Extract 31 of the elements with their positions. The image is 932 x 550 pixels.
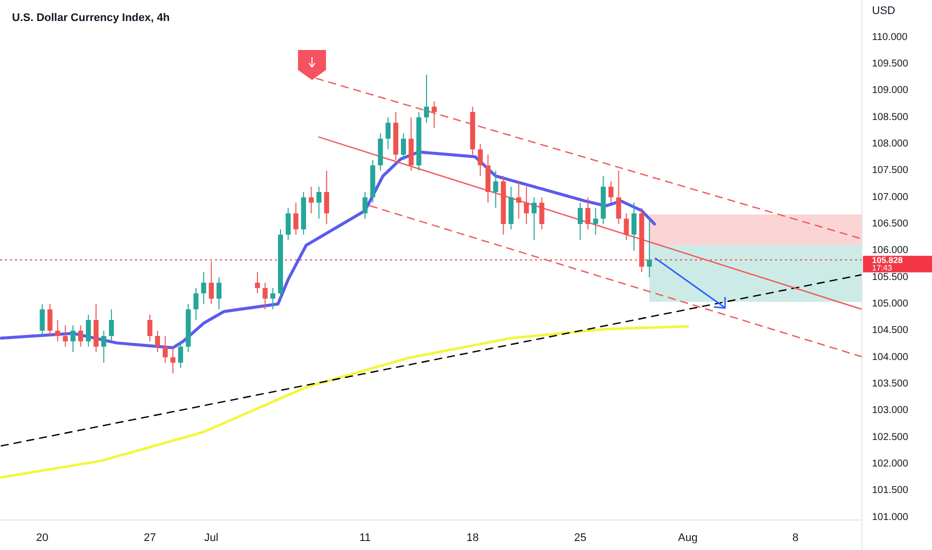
- y-tick-label: 110.000: [872, 32, 908, 43]
- x-tick-label: 27: [144, 532, 156, 544]
- y-tick-label: 103.000: [872, 405, 909, 416]
- text: U.S. Dollar Currency Index, 4h: [12, 12, 170, 24]
- x-tick-label: 8: [792, 532, 798, 544]
- y-tick-label: 107.500: [872, 165, 909, 176]
- x-tick-label: Aug: [678, 532, 698, 544]
- text: 17:43: [872, 264, 893, 273]
- y-tick-label: 101.000: [872, 512, 909, 523]
- x-tick-label: 25: [574, 532, 586, 544]
- y-tick-label: 103.500: [872, 378, 909, 390]
- y-tick-label: 104.000: [872, 352, 909, 363]
- x-tick-label: 20: [36, 532, 48, 544]
- y-tick-label: 102.500: [872, 432, 909, 443]
- y-tick-label: 105.500: [872, 272, 909, 283]
- y-tick-label: 105.000: [872, 298, 909, 310]
- x-tick-label: 11: [359, 532, 371, 544]
- y-axis-title: USD: [872, 5, 896, 17]
- y-tick-label: 107.000: [872, 192, 909, 203]
- y-tick-label: 104.500: [872, 325, 909, 336]
- ref-line-label: 105.828: [872, 255, 903, 266]
- y-tick-label: 102.000: [872, 458, 909, 470]
- x-tick-label: Jul: [204, 532, 218, 544]
- y-tick-label: 106.000: [872, 245, 909, 256]
- y-tick-label: 108.500: [872, 112, 909, 123]
- y-tick-label: 101.500: [872, 485, 909, 496]
- y-tick-label: 106.500: [872, 218, 909, 230]
- y-tick-label: 109.000: [872, 85, 909, 96]
- y-tick-label: 109.500: [872, 58, 909, 70]
- x-tick-label: 18: [466, 532, 479, 544]
- y-tick-label: 108.000: [872, 138, 909, 150]
